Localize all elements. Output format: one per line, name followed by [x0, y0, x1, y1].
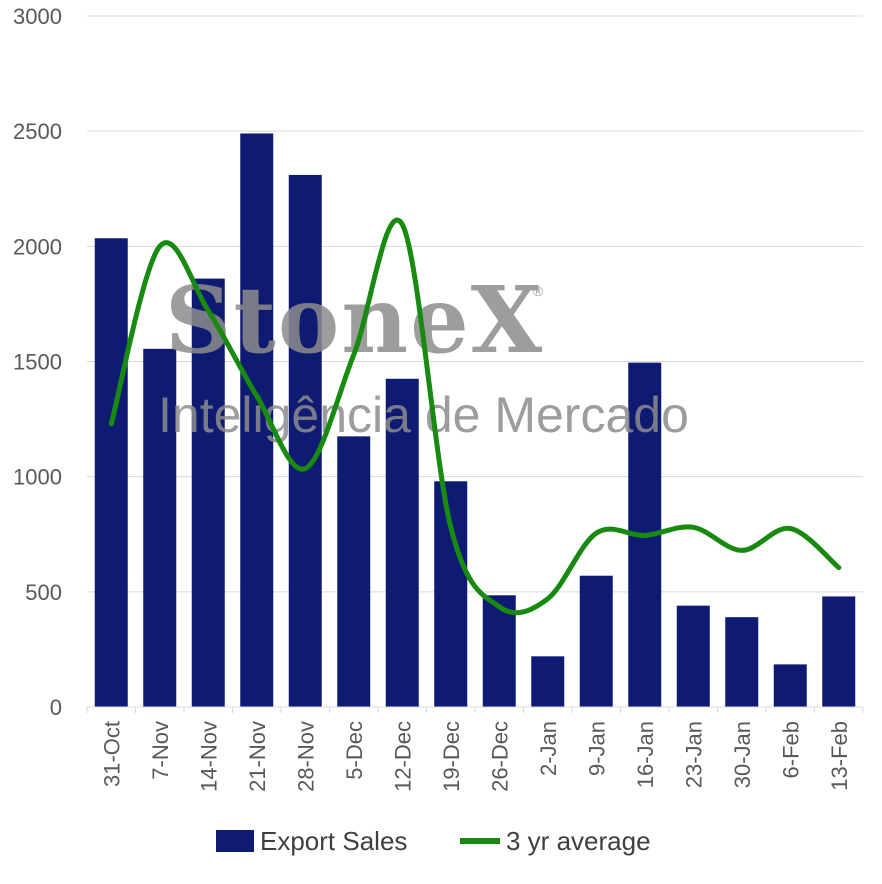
- x-tick-label-21-Nov: 21-Nov: [245, 721, 270, 792]
- line-3yr-average: [108, 217, 842, 616]
- bar-13-Feb: [822, 596, 856, 707]
- line-series: [108, 217, 842, 616]
- x-tick-label-6-Feb: 6-Feb: [778, 721, 803, 778]
- y-tick-label-1000: 1000: [13, 465, 62, 490]
- watermark-tagline: Inteligência de Mercado: [158, 387, 689, 443]
- x-tick-label-16-Jan: 16-Jan: [633, 721, 658, 788]
- x-tick-label-14-Nov: 14-Nov: [196, 721, 221, 792]
- bar-28-Nov: [288, 174, 322, 707]
- bar-2-Jan: [531, 656, 565, 707]
- x-tick-label-26-Dec: 26-Dec: [487, 721, 512, 792]
- bar-6-Feb: [773, 664, 807, 707]
- x-tick-label-19-Dec: 19-Dec: [439, 721, 464, 792]
- y-tick-label-500: 500: [25, 580, 62, 605]
- bar-31-Oct: [94, 238, 128, 707]
- x-tick-label-23-Jan: 23-Jan: [681, 721, 706, 788]
- x-tick-label-7-Nov: 7-Nov: [148, 721, 173, 780]
- bar-9-Jan: [579, 575, 613, 707]
- axes: 0 500 1000 1500 2000 2500 3000 31-Oct 7-Nov 14-No…: [13, 4, 864, 792]
- legend: Export Sales 3 yr average: [216, 826, 651, 856]
- x-tick-label-31-Oct: 31-Oct: [99, 721, 124, 787]
- bar-14-Nov: [191, 278, 225, 707]
- bar-30-Jan: [725, 617, 759, 707]
- y-tick-label-2500: 2500: [13, 119, 62, 144]
- bar-12-Dec: [385, 378, 419, 707]
- legend-label-3yr-average: 3 yr average: [506, 826, 651, 856]
- stonex-watermark: StoneX ® Inteligência de Mercado: [158, 266, 689, 443]
- bar-7-Nov: [143, 348, 177, 707]
- y-tick-label-1500: 1500: [13, 350, 62, 375]
- y-tick-label-3000: 3000: [13, 4, 62, 29]
- legend-label-export-sales: Export Sales: [260, 826, 407, 856]
- x-tick-label-9-Jan: 9-Jan: [584, 721, 609, 776]
- x-tick-label-13-Feb: 13-Feb: [827, 721, 852, 791]
- x-tick-label-5-Dec: 5-Dec: [342, 721, 367, 780]
- x-tick-label-12-Dec: 12-Dec: [390, 721, 415, 792]
- bar-23-Jan: [676, 605, 710, 707]
- legend-swatch-export-sales: [216, 830, 254, 852]
- x-tick-label-28-Nov: 28-Nov: [293, 721, 318, 792]
- y-tick-label-2000: 2000: [13, 234, 62, 259]
- x-tick-label-2-Jan: 2-Jan: [536, 721, 561, 776]
- watermark-registered-mark: ®: [533, 283, 544, 299]
- x-tick-label-30-Jan: 30-Jan: [730, 721, 755, 788]
- bar-19-Dec: [434, 481, 468, 707]
- bar-5-Dec: [337, 436, 371, 707]
- y-tick-label-0: 0: [50, 695, 62, 720]
